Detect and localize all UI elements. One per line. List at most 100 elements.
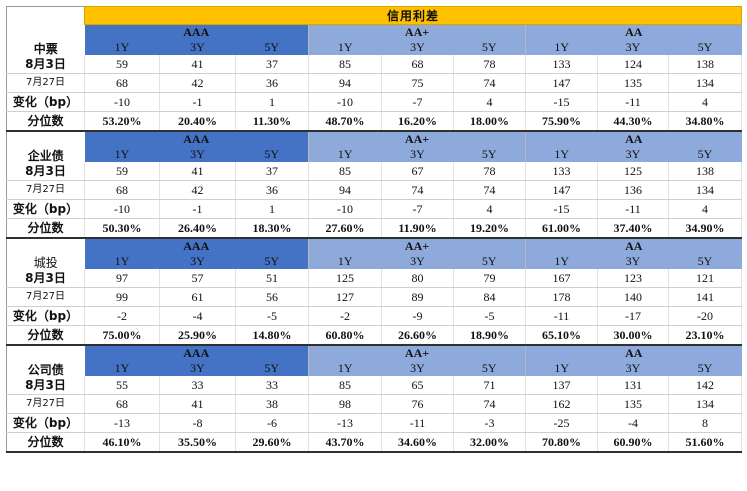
table-row: 7月27日 99 61 56 127 89 84 178 140 141 [6,287,742,307]
row-label: 7月27日 [6,73,85,93]
value-cell: 60.80% [308,325,382,346]
value-cell: -5 [235,306,309,326]
value-cell: 74 [453,180,526,200]
value-cell: -20 [668,306,742,326]
value-cell: 14.80% [235,325,309,346]
value-cell: 18.30% [235,218,309,239]
tenor-header: 5Y [235,146,309,162]
value-cell: 135 [597,394,669,414]
value-cell: 38 [235,394,309,414]
value-cell: -6 [235,413,309,433]
corner-cell [6,6,85,25]
value-cell: -7 [381,199,454,219]
value-cell: 125 [597,162,669,181]
row-label: 8月3日 [6,162,85,181]
value-cell: 123 [597,269,669,288]
value-cell: 133 [525,162,598,181]
credit-spread-table-container: 信用利差 中票 AAA AA+ AA 1Y 3Y 5Y 1Y 3Y 5Y 1Y 3Y 5Y 8月3日 59 41… [6,6,742,453]
value-cell: 178 [525,287,598,307]
tenor-header: 1Y [308,39,382,55]
value-cell: 59 [84,162,160,181]
value-cell: -10 [308,92,382,112]
tenor-header: 5Y [453,253,526,269]
value-cell: 141 [668,287,742,307]
value-cell: 18.90% [453,325,526,346]
grade-header: AA [525,24,742,39]
value-cell: -10 [84,92,160,112]
value-cell: 26.40% [159,218,236,239]
table-row: 7月27日 68 42 36 94 75 74 147 135 134 [6,73,742,93]
tenor-header: 3Y [381,253,454,269]
value-cell: 75.00% [84,325,160,346]
value-cell: 85 [308,376,382,395]
tenor-header: 1Y [525,39,598,55]
value-cell: 36 [235,180,309,200]
tenor-header: 5Y [235,253,309,269]
tenor-header: 3Y [597,39,669,55]
value-cell: 84 [453,287,526,307]
value-cell: 57 [159,269,236,288]
value-cell: 11.30% [235,111,309,132]
tenor-header: 5Y [453,146,526,162]
value-cell: 162 [525,394,598,414]
value-cell: 30.00% [597,325,669,346]
value-cell: 33 [159,376,236,395]
value-cell: 99 [84,287,160,307]
tenor-header: 1Y [84,146,160,162]
grade-header: AA [525,238,742,253]
tenor-header-row: 1Y 3Y 5Y 1Y 3Y 5Y 1Y 3Y 5Y [7,360,742,376]
grade-header-row: 公司债 AAA AA+ AA [6,345,742,376]
value-cell: 48.70% [308,111,382,132]
value-cell: 97 [84,269,160,288]
value-cell: -7 [381,92,454,112]
value-cell: 51 [235,269,309,288]
value-cell: 78 [453,162,526,181]
tenor-header: 1Y [525,360,598,376]
value-cell: 140 [597,287,669,307]
table-row: 变化（bp） -2 -4 -5 -2 -9 -5 -11 -17 -20 [6,306,742,326]
value-cell: 59 [84,55,160,74]
value-cell: 56 [235,287,309,307]
tenor-header-row: 1Y 3Y 5Y 1Y 3Y 5Y 1Y 3Y 5Y [7,39,742,55]
row-label: 8月3日 [6,269,85,288]
value-cell: 89 [381,287,454,307]
row-label: 8月3日 [6,376,85,395]
tenor-header: 3Y [381,39,454,55]
value-cell: 98 [308,394,382,414]
value-cell: -10 [308,199,382,219]
value-cell: 68 [381,55,454,74]
value-cell: 65 [381,376,454,395]
value-cell: 37 [235,162,309,181]
tenor-header: 3Y [381,146,454,162]
value-cell: 68 [84,73,160,93]
tenor-header: 5Y [668,39,742,55]
value-cell: -15 [525,199,598,219]
value-cell: -10 [84,199,160,219]
tenor-header: 5Y [235,39,309,55]
value-cell: 11.90% [381,218,454,239]
value-cell: 4 [453,92,526,112]
row-label: 分位数 [6,325,85,346]
grade-header: AA+ [308,24,526,39]
value-cell: 71 [453,376,526,395]
row-label: 7月27日 [6,287,85,307]
grade-header: AAA [84,24,309,39]
value-cell: 167 [525,269,598,288]
tenor-header: 5Y [668,360,742,376]
value-cell: -11 [525,306,598,326]
value-cell: 43.70% [308,432,382,453]
tenor-header: 5Y [668,146,742,162]
tenor-header: 1Y [84,39,160,55]
value-cell: 20.40% [159,111,236,132]
tenor-header: 3Y [159,253,236,269]
value-cell: 41 [159,55,236,74]
value-cell: 61 [159,287,236,307]
value-cell: 1 [235,199,309,219]
value-cell: 55 [84,376,160,395]
value-cell: -13 [84,413,160,433]
row-label: 变化（bp） [6,92,85,112]
grade-header: AA+ [308,238,526,253]
section-label: 中票 [6,24,85,55]
value-cell: 60.90% [597,432,669,453]
value-cell: -1 [159,92,236,112]
